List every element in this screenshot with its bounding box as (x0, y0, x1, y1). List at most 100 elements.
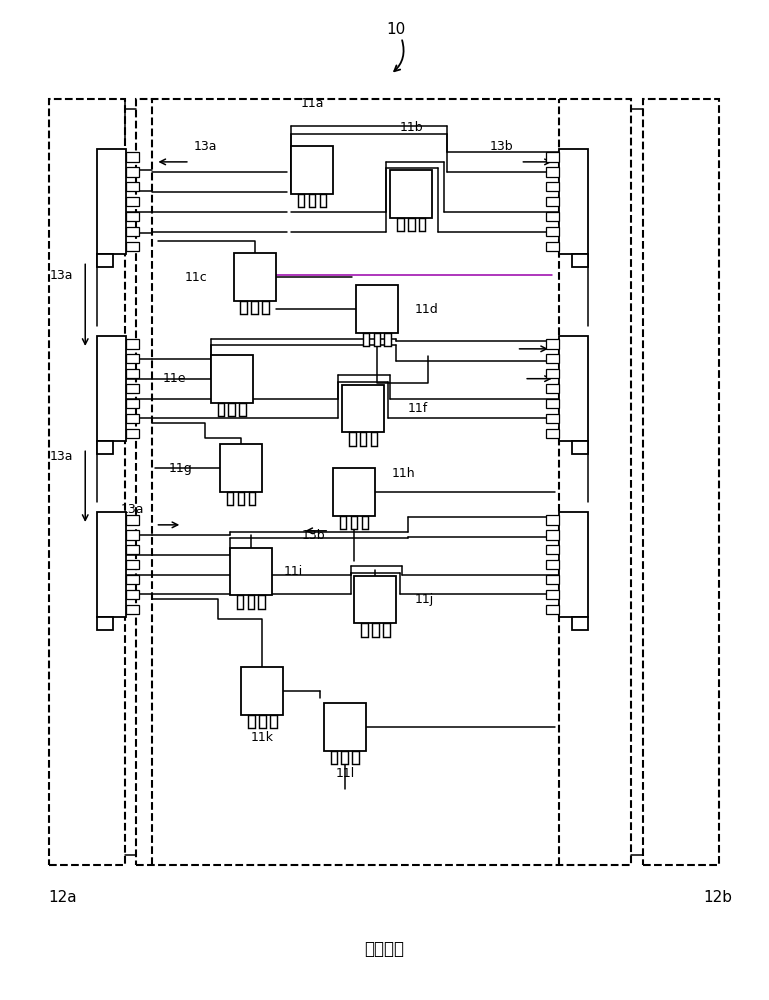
Bar (383, 623, 390, 637)
Bar (559, 512, 588, 617)
Bar (270, 715, 277, 728)
Bar (320, 194, 326, 207)
Bar (331, 751, 338, 764)
Bar (355, 576, 396, 623)
Bar (419, 218, 425, 231)
Bar (48, 99, 125, 865)
Bar (349, 432, 355, 446)
Bar (125, 414, 138, 423)
Text: 11c: 11c (185, 271, 208, 284)
Bar (97, 512, 125, 617)
Bar (371, 432, 378, 446)
Bar (125, 429, 138, 438)
Text: 13a: 13a (50, 269, 74, 282)
Bar (291, 146, 333, 194)
Bar (546, 605, 559, 614)
Bar (125, 197, 138, 206)
Bar (248, 492, 255, 505)
Bar (546, 384, 559, 393)
Bar (546, 545, 559, 554)
Bar (125, 530, 138, 540)
Bar (125, 515, 138, 525)
Bar (308, 194, 315, 207)
Bar (546, 369, 559, 378)
Text: 13a: 13a (121, 503, 144, 516)
Bar (360, 432, 367, 446)
Bar (220, 444, 262, 492)
Bar (546, 242, 559, 251)
Text: 11a: 11a (300, 97, 324, 110)
Bar (559, 149, 588, 254)
Bar (352, 751, 359, 764)
Bar (351, 516, 358, 529)
Bar (572, 441, 588, 454)
Bar (408, 218, 414, 231)
Bar (356, 285, 398, 333)
Bar (340, 516, 346, 529)
Bar (97, 336, 125, 441)
Text: 11k: 11k (251, 731, 274, 744)
Bar (546, 590, 559, 599)
Text: 13b: 13b (301, 529, 325, 542)
Bar (218, 403, 225, 416)
Bar (248, 595, 255, 609)
Bar (361, 516, 368, 529)
Text: 13a: 13a (194, 140, 217, 153)
Text: 13b: 13b (490, 140, 514, 153)
Bar (546, 560, 559, 569)
Bar (324, 703, 366, 751)
Bar (241, 667, 283, 715)
Bar (251, 301, 258, 314)
Text: 11j: 11j (415, 593, 434, 606)
Bar (546, 530, 559, 540)
Text: 12b: 12b (704, 890, 733, 905)
Bar (239, 403, 246, 416)
Bar (211, 355, 253, 403)
Bar (384, 333, 391, 346)
Bar (125, 369, 138, 378)
Text: 11l: 11l (335, 767, 355, 780)
Bar (259, 715, 266, 728)
Text: 11h: 11h (392, 467, 416, 480)
Bar (125, 605, 138, 614)
Text: 13a: 13a (50, 450, 74, 463)
Bar (372, 623, 378, 637)
Bar (125, 590, 138, 599)
Bar (125, 182, 138, 191)
Bar (546, 212, 559, 221)
Bar (390, 170, 432, 218)
Bar (546, 152, 559, 162)
Bar (228, 403, 235, 416)
Text: 11g: 11g (168, 462, 192, 475)
Bar (234, 253, 276, 301)
Bar (258, 595, 265, 609)
Text: 13b: 13b (562, 361, 586, 374)
Bar (125, 152, 138, 162)
Bar (546, 429, 559, 438)
Bar (397, 218, 404, 231)
Bar (125, 354, 138, 363)
Bar (363, 333, 369, 346)
Bar (237, 595, 243, 609)
Bar (341, 751, 348, 764)
Text: 11d: 11d (415, 303, 439, 316)
Bar (136, 99, 631, 865)
Text: 12a: 12a (48, 890, 77, 905)
Text: 13b: 13b (562, 342, 586, 355)
Bar (374, 333, 380, 346)
Bar (298, 194, 305, 207)
Bar (546, 575, 559, 584)
Bar (227, 492, 234, 505)
Bar (125, 339, 138, 349)
Bar (125, 545, 138, 554)
Bar (546, 197, 559, 206)
Text: 11b: 11b (399, 121, 423, 134)
Bar (546, 414, 559, 423)
Bar (572, 254, 588, 267)
Bar (97, 617, 112, 630)
Bar (125, 384, 138, 393)
Bar (230, 548, 272, 595)
Bar (643, 99, 719, 865)
Bar (546, 515, 559, 525)
Bar (546, 354, 559, 363)
